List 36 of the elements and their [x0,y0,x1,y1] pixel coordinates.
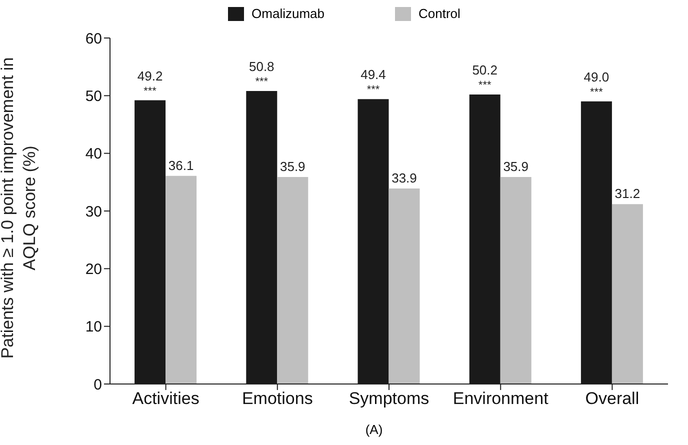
x-tick-label: Emotions [242,389,313,408]
data-label: 36.1 [168,158,194,173]
bar [166,176,197,384]
x-tick-label: Activities [132,389,200,408]
y-tick-label: 10 [85,318,102,336]
x-tick-label: Environment [452,389,549,408]
bar [277,176,308,384]
annotation: *** [144,85,158,98]
annotation: *** [590,86,604,98]
legend-label: Control [418,6,460,21]
data-label: 49.4 [360,67,386,82]
annotation: *** [366,84,380,96]
y-tick-label: 20 [85,260,102,278]
data-label: 50.2 [472,62,498,78]
data-label: 49.0 [584,69,610,84]
data-label: 31.2 [614,186,640,202]
data-label: 50.8 [248,59,274,74]
text: (A) [364,422,384,437]
annotation: *** [478,80,492,92]
x-tick-label: Symptoms [348,389,430,408]
data-label: 35.9 [503,158,529,174]
data-label: 49.2 [137,68,163,84]
y-tick-label: 30 [85,203,102,220]
bar [500,176,532,384]
annotation: *** [255,76,269,88]
data-label: 35.9 [280,158,306,174]
x-tick-label: Overall [585,389,640,408]
bar [388,188,420,384]
data-label: 33.9 [392,170,417,186]
y-tick-label: 60 [85,30,102,48]
bar [612,204,643,384]
y-tick-label: 0 [94,376,102,394]
y-tick-label: 40 [85,146,102,163]
legend-label: Omalizumab [252,6,325,21]
y-axis-title: Patients with ≥ 1.0 point improvement in AQLQ score (%) [0,56,40,361]
y-tick-label: 50 [85,88,102,105]
